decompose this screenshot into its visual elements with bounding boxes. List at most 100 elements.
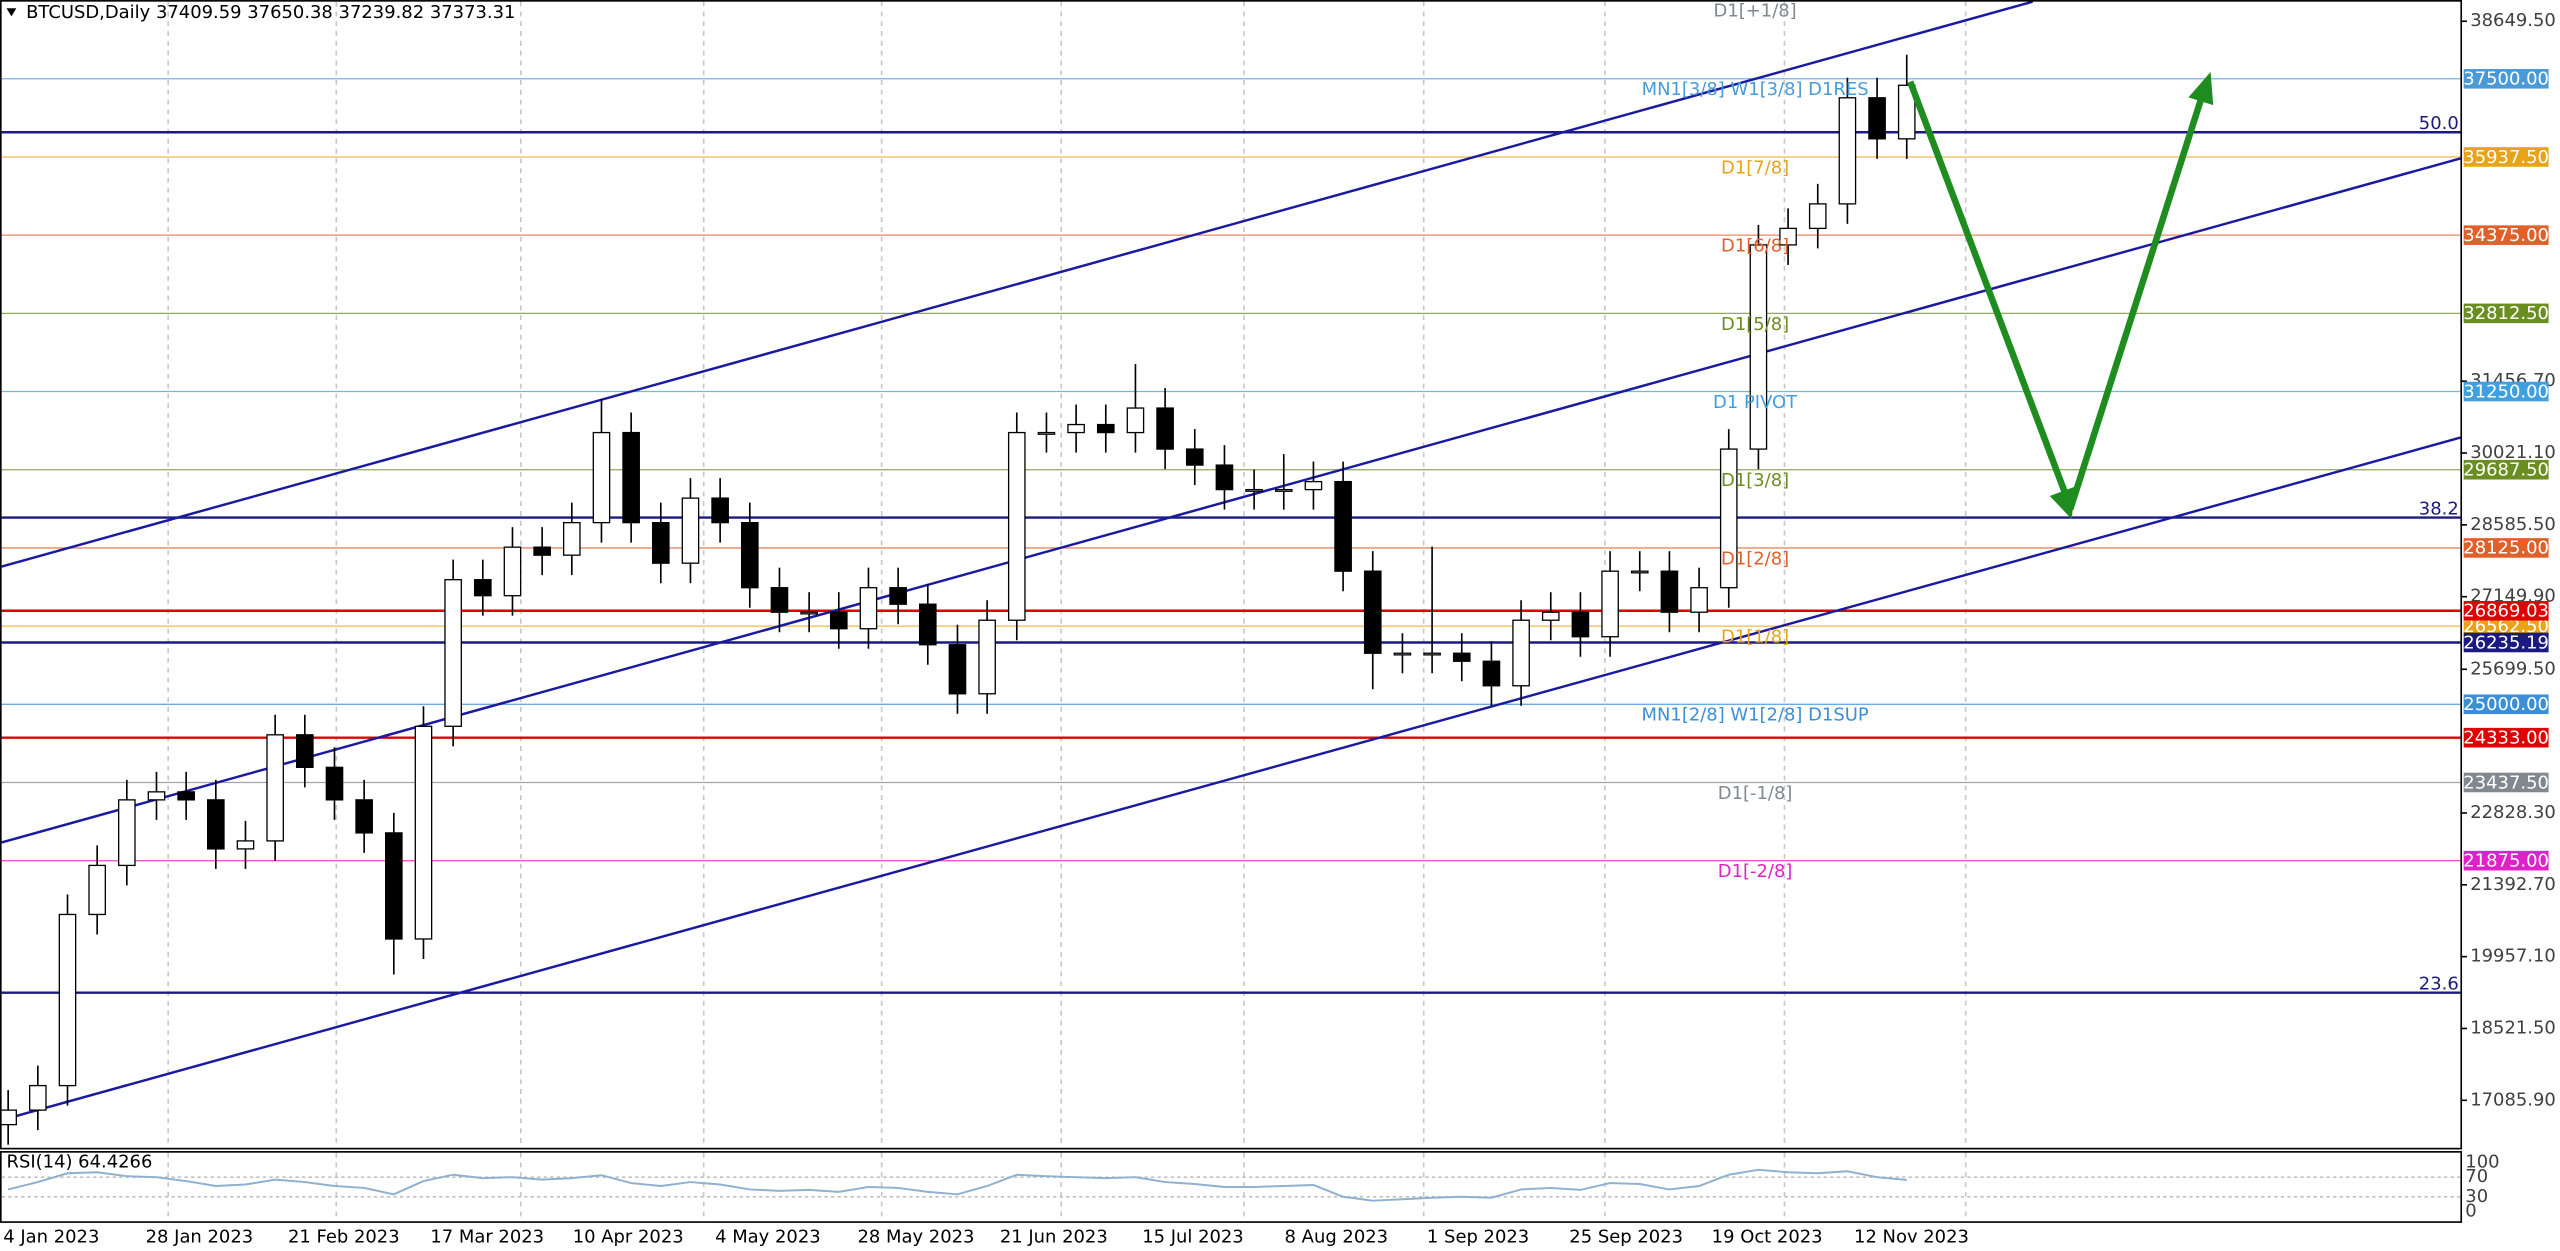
level-label: D1[7/8]: [1721, 157, 1789, 178]
candle-body: [1304, 480, 1323, 491]
level-label: D1[+1/8]: [1714, 0, 1797, 21]
price-tick-label: 17085.90: [2470, 1089, 2556, 1110]
rsi-scale-label: 100: [2465, 1151, 2499, 1172]
candle-body: [1007, 431, 1026, 621]
price-box-label: 26235.19: [2463, 632, 2549, 653]
price-box-label: 32812.50: [2463, 303, 2549, 324]
candle-body: [592, 431, 611, 524]
candle-body: [948, 644, 967, 695]
arrow-up: [2067, 93, 2206, 511]
price-box: [2463, 727, 2549, 748]
price-box-label: 24333.00: [2463, 727, 2549, 748]
price-tick-label: 21392.70: [2470, 874, 2556, 895]
candle-body: [1719, 448, 1738, 589]
price-tick-label: 18521.50: [2470, 1017, 2556, 1038]
price-box: [2463, 850, 2549, 871]
price-tick-label: 22828.30: [2470, 802, 2556, 823]
candle-body: [1601, 570, 1619, 638]
date-tick-label: 21 Feb 2023: [288, 1227, 400, 1248]
price-box-label: 21875.00: [2463, 850, 2549, 871]
price-box: [2463, 538, 2549, 558]
level-label: D1 PIVOT: [1713, 392, 1798, 413]
candle-body: [1363, 570, 1382, 654]
price-tick-label: 25699.50: [2470, 658, 2556, 679]
candle-body: [384, 832, 403, 940]
level-label: D1[-2/8]: [1718, 861, 1793, 882]
candle-body: [58, 913, 77, 1087]
rsi-line: [7, 1168, 1907, 1202]
candle-body: [355, 799, 373, 834]
candle-body: [1690, 587, 1708, 613]
chart-header: BTCUSD,Daily 37409.59 37650.38 37239.82 …: [26, 2, 515, 23]
candle-body: [207, 799, 225, 850]
candle-body: [1808, 203, 1827, 230]
price-axis: 38649.5031456.7030021.1028585.5027149.90…: [2460, 10, 2556, 1110]
candle-body: [414, 725, 433, 940]
candle-body: [800, 611, 818, 615]
candle-body: [1630, 570, 1649, 574]
price-box: [2463, 772, 2549, 793]
candle-body: [29, 1084, 47, 1111]
candle-body: [829, 611, 848, 630]
date-tick-label: 8 Aug 2023: [1285, 1227, 1389, 1248]
candle-body: [1393, 652, 1412, 656]
price-box: [2463, 632, 2549, 653]
price-box: [2463, 600, 2549, 621]
arrow-down: [1907, 80, 2070, 500]
channel-line: [1, 436, 2461, 1122]
price-box-label: 26562.50: [2463, 616, 2549, 637]
candle-body: [1423, 652, 1441, 656]
candle-body: [1541, 611, 1560, 621]
candle-body: [1334, 480, 1352, 572]
price-box-label: 23437.50: [2463, 772, 2549, 793]
candle-body: [444, 579, 462, 727]
date-tick-label: 12 Nov 2023: [1854, 1227, 1969, 1248]
candle-body: [236, 840, 255, 850]
price-box-label: 37500.00: [2463, 69, 2549, 90]
fib-label: 50.0: [2419, 113, 2459, 134]
candle-body: [1215, 464, 1234, 491]
rsi-label: RSI(14) 64.4266: [7, 1151, 153, 1172]
channel-line: [1, 0, 2033, 568]
rsi-panel-border: [0, 1151, 2463, 1223]
candle-body: [295, 734, 314, 768]
candle-body: [0, 1109, 17, 1126]
price-tick-label: 30021.10: [2470, 442, 2556, 463]
forecast-arrows: [1907, 71, 2214, 520]
level-label: D1[6/8]: [1721, 236, 1789, 257]
candle-body: [1185, 448, 1204, 466]
level-label: D1[5/8]: [1721, 314, 1789, 335]
candle-body: [147, 791, 166, 801]
candle-body: [325, 766, 344, 801]
candle-body: [1749, 244, 1768, 450]
level-label: MN1[3/8] W1[3/8] D1RES: [1642, 79, 1869, 100]
candle-body: [1897, 84, 1916, 140]
channel: [1, 0, 2461, 1122]
level-label: MN1[2/8] W1[2/8] D1SUP: [1642, 705, 1869, 726]
candles: [0, 54, 1916, 1145]
price-tick-label: 28585.50: [2470, 514, 2556, 535]
candle-body: [1096, 423, 1115, 434]
price-box-label: 35937.50: [2463, 147, 2549, 168]
menu-triangle: [6, 8, 17, 17]
main-panel-border: [0, 0, 2463, 1150]
candle-body: [177, 791, 195, 801]
price-box-label: 31250.00: [2463, 381, 2549, 402]
candle-body: [1868, 97, 1886, 140]
candle-body: [651, 521, 670, 564]
level-label: D1[2/8]: [1721, 548, 1789, 569]
candle-body: [770, 587, 789, 613]
level-label: D1[-1/8]: [1718, 783, 1793, 804]
level-label: D1[1/8]: [1721, 627, 1789, 648]
rsi-scale-label: 30: [2465, 1186, 2488, 1207]
candle-body: [1779, 227, 1797, 246]
candle-body: [266, 734, 284, 842]
price-box: [2463, 694, 2549, 715]
candle-body: [1571, 611, 1590, 638]
date-tick-label: 17 Mar 2023: [430, 1227, 544, 1248]
fib-label: 38.2: [2419, 498, 2459, 519]
candle-body: [1482, 660, 1501, 687]
price-box: [2463, 459, 2549, 480]
price-box-label: 26869.03: [2463, 601, 2549, 622]
candle-body: [1660, 570, 1679, 613]
